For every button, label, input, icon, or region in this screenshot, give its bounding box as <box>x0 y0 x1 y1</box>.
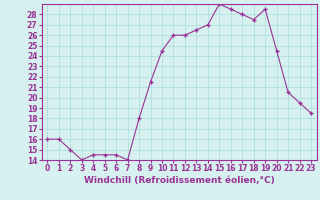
X-axis label: Windchill (Refroidissement éolien,°C): Windchill (Refroidissement éolien,°C) <box>84 176 275 185</box>
